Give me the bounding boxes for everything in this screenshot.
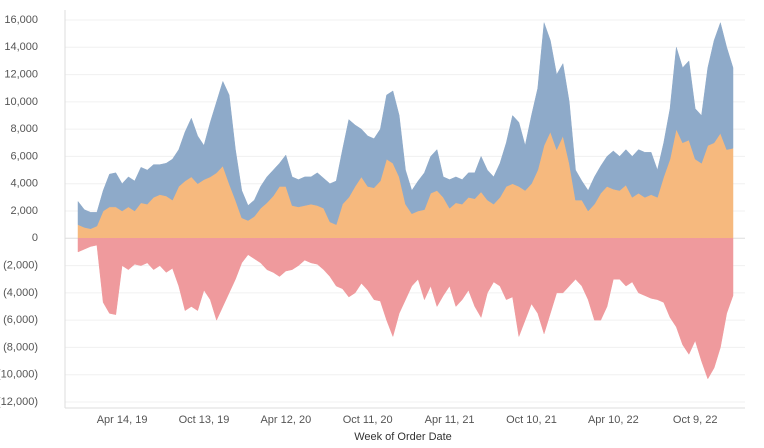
y-tick-label: 4,000 [10, 178, 38, 190]
x-axis-title: Week of Order Date [354, 431, 452, 443]
x-tick-label: Oct 9, 22 [673, 414, 718, 426]
area [77, 238, 734, 380]
y-tick-label: (2,000) [3, 259, 38, 271]
x-tick-label: Oct 10, 21 [506, 414, 557, 426]
y-tick-label: (12,000) [0, 396, 38, 408]
axes: 16,000 14,000 12,000 10,000 8,000 6,000 4,000 2… [0, 10, 745, 426]
x-tick-label: Apr 11, 21 [425, 414, 475, 426]
y-tick-label: 12,000 [4, 68, 38, 80]
y-tick-label: 16,000 [4, 14, 38, 26]
y-tick-label: (6,000) [3, 314, 38, 326]
x-tick-label: Apr 10, 22 [588, 414, 639, 426]
y-tick-label: 2,000 [10, 205, 38, 217]
x-tick-label: Oct 13, 19 [179, 414, 230, 426]
y-tick-label: 14,000 [4, 41, 38, 53]
y-tick-label: 6,000 [10, 150, 38, 162]
y-tick-label: 10,000 [4, 96, 38, 108]
y-tick-label: 8,000 [10, 123, 38, 135]
y-tick-label: (4,000) [3, 287, 38, 299]
x-tick-label: Apr 12, 20 [260, 414, 311, 426]
x-tick-label: Oct 11, 20 [343, 414, 393, 426]
area [77, 21, 734, 229]
y-tick-label: (8,000) [3, 341, 38, 353]
y-tick-label: (10,000) [0, 369, 38, 381]
areas [77, 21, 734, 380]
y-tick-label: 0 [32, 232, 38, 244]
x-tick-label: Apr 14, 19 [97, 414, 148, 426]
